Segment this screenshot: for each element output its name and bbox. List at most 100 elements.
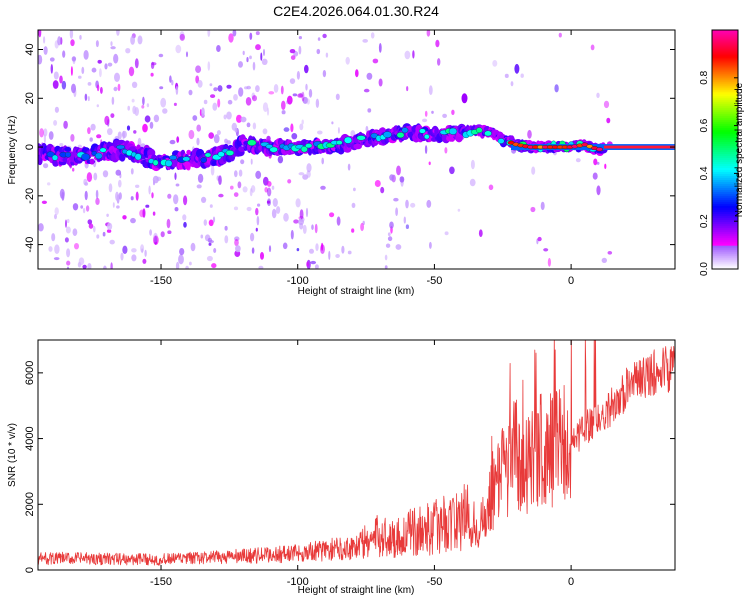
noise-blob <box>38 30 42 38</box>
colorbar-step <box>712 221 738 224</box>
x-tick-label: -150 <box>150 576 172 588</box>
noise-blob <box>510 81 514 87</box>
noise-blob <box>252 122 257 130</box>
noise-blob <box>389 174 395 181</box>
noise-blob <box>306 261 309 267</box>
noise-blob <box>226 111 232 120</box>
noise-blob <box>66 218 70 224</box>
noise-blob <box>335 93 340 101</box>
noise-blob <box>107 62 113 67</box>
colorbar-step <box>712 55 738 59</box>
noise-blob <box>71 56 77 62</box>
noise-blob <box>405 199 409 209</box>
noise-blob <box>97 59 102 64</box>
colorbar-step <box>712 219 738 222</box>
noise-blob <box>153 232 158 243</box>
noise-blob <box>134 107 139 116</box>
colorbar-step <box>712 197 738 200</box>
noise-blob <box>277 155 284 164</box>
noise-blob <box>96 84 100 92</box>
snr-x-label: Height of straight line (km) <box>298 585 415 596</box>
signal-core <box>81 153 91 161</box>
noise-blob <box>197 173 204 183</box>
noise-blob <box>540 201 545 211</box>
noise-blob <box>106 229 112 233</box>
noise-blob <box>393 197 399 202</box>
noise-blob <box>335 254 340 258</box>
noise-blob <box>51 233 56 242</box>
colorbar-step <box>712 203 738 206</box>
noise-blob <box>83 178 88 186</box>
noise-blob <box>72 167 75 172</box>
colorbar-step <box>712 63 738 67</box>
noise-blob <box>272 198 278 207</box>
signal-core <box>225 149 235 156</box>
colorbar-step <box>712 39 738 43</box>
noise-blob <box>260 52 263 61</box>
colorbar-step <box>712 49 738 53</box>
signal-core <box>484 130 492 137</box>
noise-blob <box>287 95 293 105</box>
colorbar-step <box>712 43 738 47</box>
noise-blob <box>95 189 99 199</box>
colorbar-step <box>712 243 738 246</box>
noise-blob <box>141 105 145 109</box>
noise-blob <box>54 106 60 113</box>
noise-blob <box>144 249 147 257</box>
noise-blob <box>212 102 218 111</box>
noise-blob <box>395 207 398 216</box>
noise-blob <box>558 32 562 38</box>
noise-blob <box>209 83 213 87</box>
noise-blob <box>130 168 134 175</box>
noise-blob <box>185 265 189 269</box>
noise-blob <box>444 231 449 236</box>
y-tick-label: 20 <box>24 92 36 104</box>
noise-blob <box>281 110 286 115</box>
noise-blob <box>309 248 314 254</box>
noise-blob <box>152 211 156 216</box>
noise-blob <box>290 229 294 240</box>
noise-blob <box>52 80 59 89</box>
colorbar-step <box>712 247 738 250</box>
noise-blob <box>201 107 205 117</box>
signal-core <box>475 127 483 134</box>
noise-blob <box>84 190 88 201</box>
noise-blob <box>182 214 187 221</box>
noise-blob <box>298 36 302 40</box>
noise-blob <box>233 192 239 198</box>
noise-blob <box>217 98 221 108</box>
noise-blob <box>310 260 317 265</box>
noise-blob <box>389 221 394 229</box>
noise-blob <box>429 241 432 249</box>
noise-blob <box>201 196 207 203</box>
noise-blob <box>130 196 134 201</box>
colorbar-step <box>712 235 738 238</box>
colorbar-step <box>712 223 738 226</box>
noise-blob <box>107 128 113 136</box>
colorbar-step <box>712 185 738 188</box>
noise-blob <box>305 83 308 91</box>
colorbar-step <box>712 255 738 258</box>
noise-blob <box>251 247 255 254</box>
noise-blob <box>301 119 304 125</box>
noise-blob <box>281 100 286 111</box>
noise-blob <box>249 188 253 197</box>
y-tick-label: -40 <box>24 237 36 253</box>
noise-blob <box>95 40 99 48</box>
noise-blob <box>276 206 281 214</box>
x-tick-label: -50 <box>426 576 442 588</box>
colorbar-step <box>712 65 738 69</box>
noise-blob <box>196 124 201 132</box>
noise-blob <box>289 49 296 54</box>
colorbar-step <box>712 267 738 270</box>
noise-blob <box>131 248 137 253</box>
noise-blob <box>190 242 196 252</box>
noise-blob <box>370 32 375 39</box>
colorbar-step <box>712 179 738 182</box>
noise-blob <box>543 248 549 252</box>
colorbar-ticks: 0.0 0.2 0.4 0.6 0.8 <box>699 70 738 276</box>
noise-blob <box>590 44 595 51</box>
noise-blob <box>366 72 373 80</box>
colorbar-step <box>712 155 738 159</box>
y-tick-label: 4000 <box>24 426 36 450</box>
